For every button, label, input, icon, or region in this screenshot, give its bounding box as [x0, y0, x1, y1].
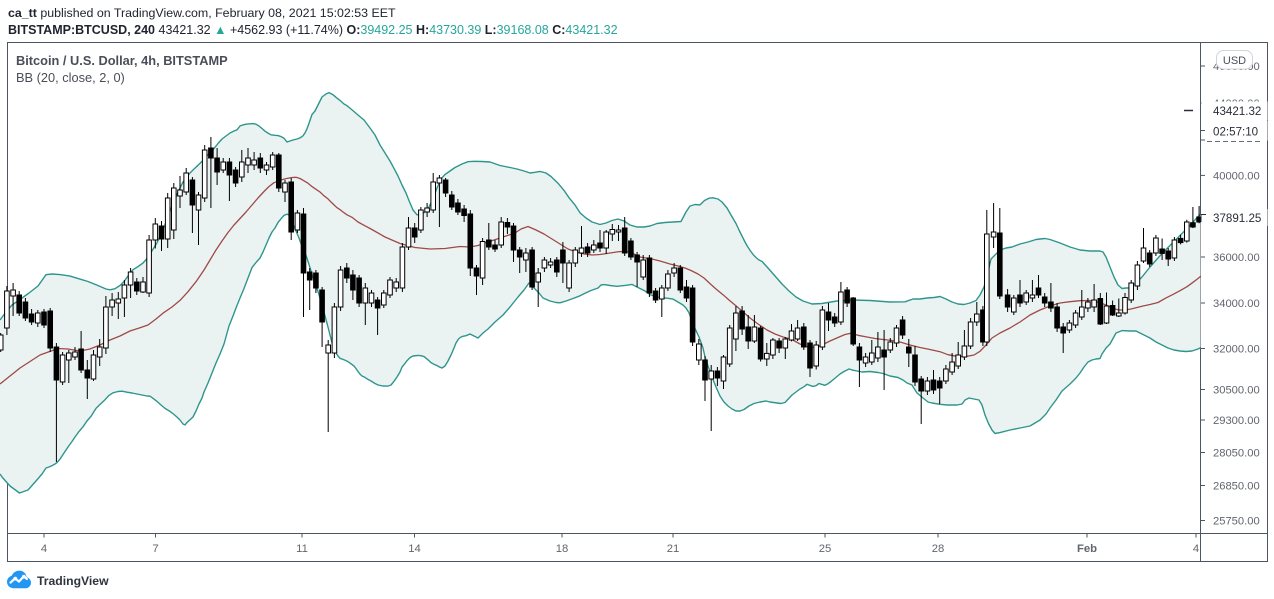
svg-text:37891.25: 37891.25: [1213, 212, 1261, 225]
svg-text:21: 21: [667, 543, 680, 555]
svg-text:TradingView: TradingView: [37, 574, 109, 588]
svg-text:18: 18: [556, 543, 569, 555]
svg-text:02:57:10: 02:57:10: [1213, 126, 1258, 139]
svg-text:28: 28: [932, 543, 945, 555]
svg-text:34000.00: 34000.00: [1213, 298, 1260, 310]
svg-text:11: 11: [296, 543, 308, 555]
svg-text:14: 14: [408, 543, 421, 555]
svg-text:Bitcoin / U.S. Dollar, 4h, BIT: Bitcoin / U.S. Dollar, 4h, BITSTAMP: [16, 53, 228, 68]
svg-text:40000.00: 40000.00: [1213, 170, 1260, 182]
svg-text:25: 25: [819, 543, 832, 555]
svg-text:BB (20, close, 2, 0): BB (20, close, 2, 0): [16, 70, 125, 85]
svg-text:BITSTAMP:BTCUSD, 240 43421.32: BITSTAMP:BTCUSD, 240 43421.32 ▲ +4562.93…: [8, 23, 618, 37]
svg-text:43421.32: 43421.32: [1213, 105, 1261, 118]
svg-text:36000.00: 36000.00: [1213, 252, 1260, 264]
svg-text:29300.00: 29300.00: [1213, 415, 1260, 427]
svg-text:30500.00: 30500.00: [1213, 385, 1260, 397]
svg-text:32000.00: 32000.00: [1213, 344, 1260, 356]
svg-text:Feb: Feb: [1077, 543, 1097, 555]
svg-text:4: 4: [41, 543, 47, 555]
svg-text:USD: USD: [1223, 55, 1246, 67]
svg-text:4: 4: [1193, 543, 1199, 555]
svg-text:26850.00: 26850.00: [1213, 481, 1260, 493]
svg-text:28050.00: 28050.00: [1213, 448, 1260, 460]
svg-text:7: 7: [152, 543, 158, 555]
svg-text:ca_tt published on TradingView: ca_tt published on TradingView.com, Febr…: [8, 6, 396, 20]
svg-text:25750.00: 25750.00: [1213, 516, 1260, 528]
